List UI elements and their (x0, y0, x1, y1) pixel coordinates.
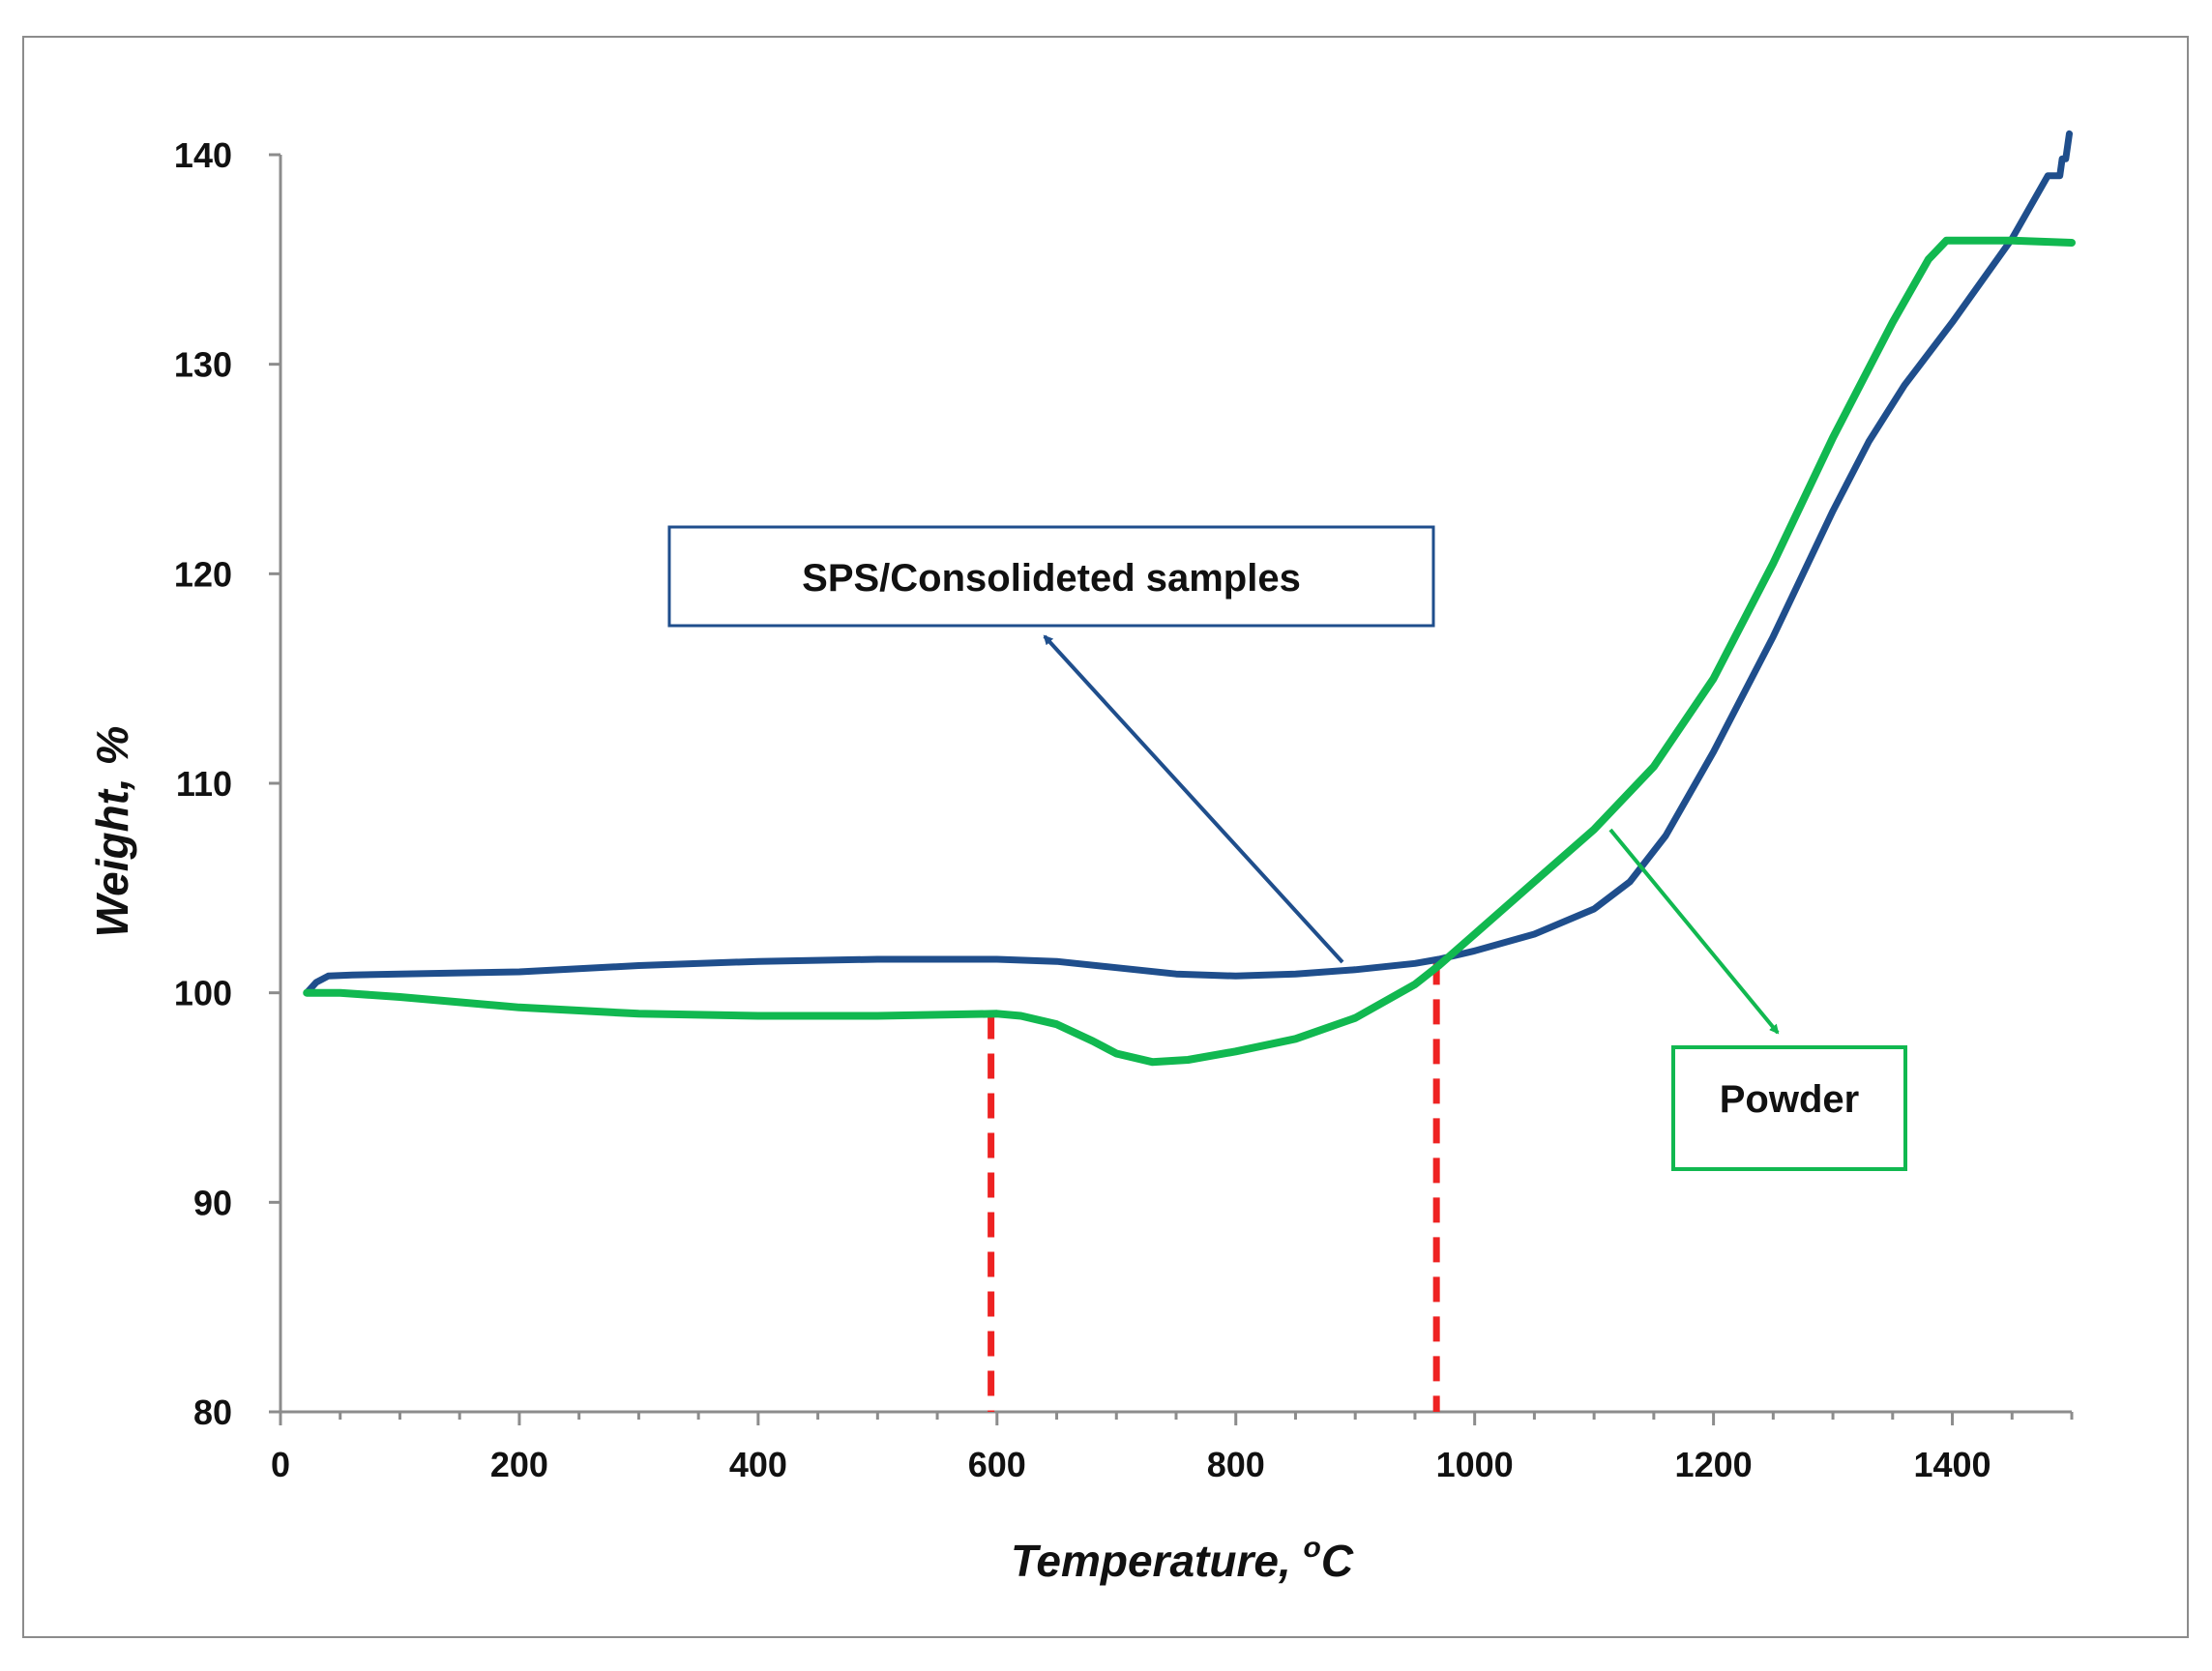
y-tick-label: 90 (193, 1183, 232, 1222)
y-tick-label: 100 (174, 974, 232, 1013)
series-line-sps (303, 130, 2073, 997)
y-tick-label: 110 (176, 764, 232, 804)
x-tick-label: 1400 (1913, 1445, 1991, 1484)
x-axis-title: Temperature, oC (1011, 1532, 1354, 1586)
annotation-sps: SPS/Consolideted samples (667, 525, 1435, 964)
x-ticks: 0 200 400 600 800 1000 1200 1400 (271, 1412, 2074, 1484)
chart-frame (22, 36, 2189, 1638)
series-line-powder (303, 236, 2076, 1067)
annotation-powder-label: Powder (1720, 1078, 1859, 1121)
y-tick-label: 120 (174, 554, 232, 594)
x-tick-label: 600 (968, 1445, 1026, 1484)
annotation-powder: Powder (1608, 828, 1907, 1171)
x-tick-label: 1000 (1436, 1445, 1514, 1484)
y-ticks: 80 90 100 110 120 130 140 (174, 135, 280, 1432)
x-tick-label: 800 (1207, 1445, 1265, 1484)
x-tick-label: 200 (490, 1445, 548, 1484)
reference-lines (988, 959, 1440, 1412)
y-axis-title: Weight, % (87, 726, 137, 938)
annotation-powder-arrow (1608, 828, 1780, 1035)
y-tick-label: 130 (174, 345, 232, 385)
annotation-sps-label: SPS/Consolideted samples (802, 557, 1301, 600)
x-tick-label: 1200 (1675, 1445, 1753, 1484)
x-tick-label: 400 (729, 1445, 787, 1484)
y-tick-label: 80 (193, 1392, 232, 1432)
annotation-sps-box (667, 525, 1435, 628)
x-tick-label: 0 (271, 1445, 290, 1484)
y-tick-label: 140 (174, 135, 232, 175)
series-layer (303, 130, 2076, 1067)
annotation-sps-arrow (1043, 634, 1344, 964)
annotation-powder-box (1671, 1045, 1907, 1171)
